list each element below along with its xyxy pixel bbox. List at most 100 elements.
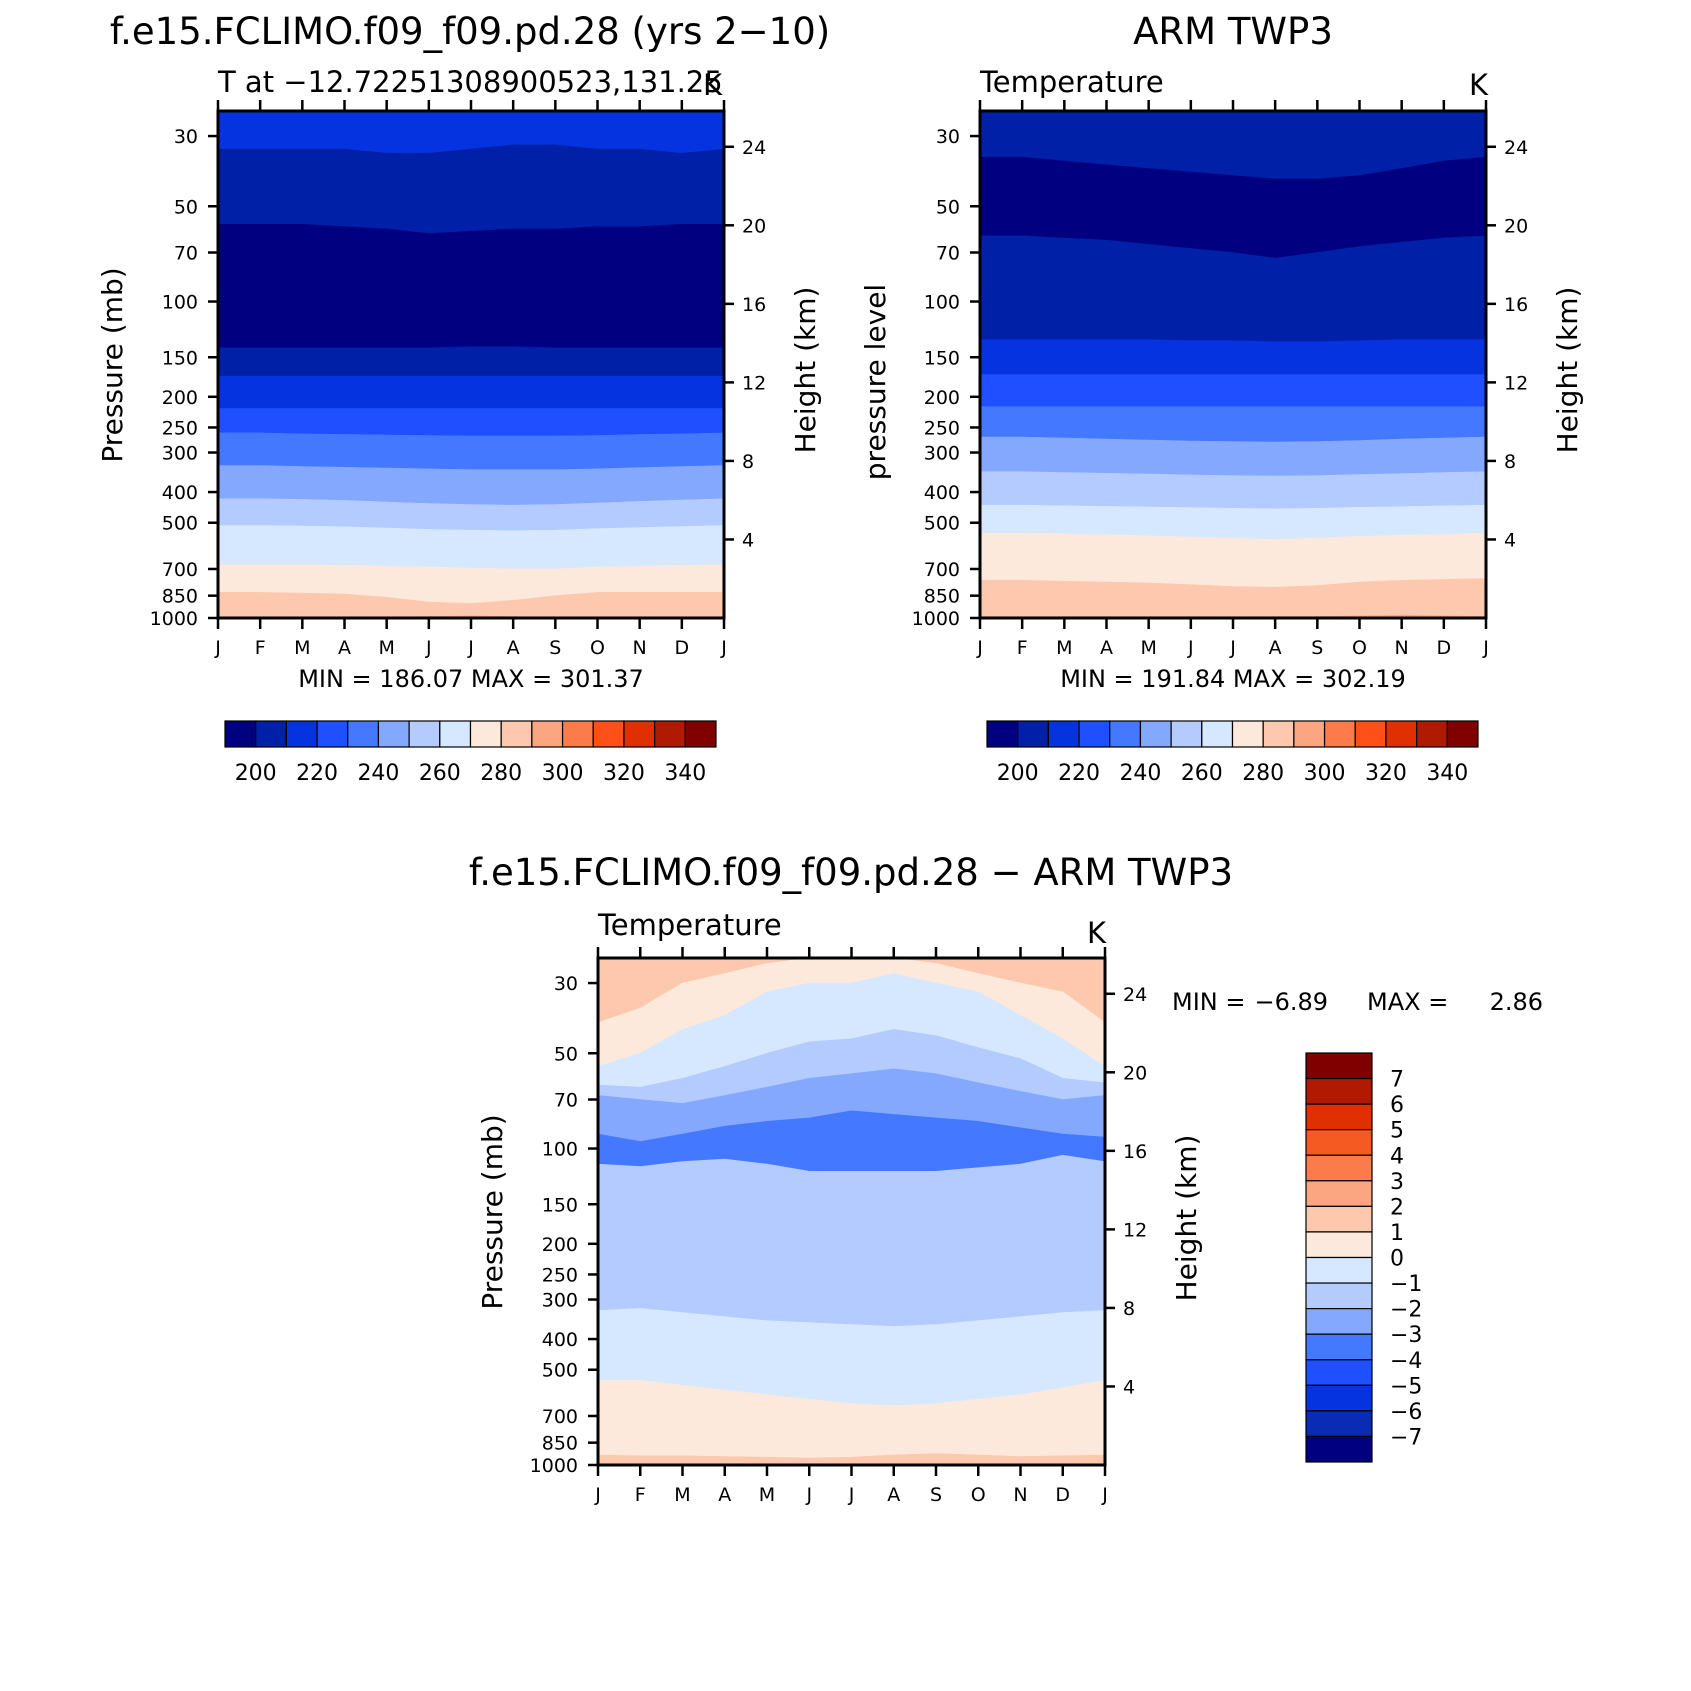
colorbar-swatch xyxy=(285,720,318,748)
y-tick-label: 50 xyxy=(936,196,960,218)
colorbar-swatch xyxy=(500,720,533,748)
height-tick-label: 4 xyxy=(1504,529,1516,551)
x-tick-label: A xyxy=(1100,637,1113,659)
diff-max-label: MAX = xyxy=(1367,988,1448,1016)
colorbar-swatch xyxy=(592,720,625,748)
colorbar-label: 200 xyxy=(997,761,1039,786)
x-tick-label: M xyxy=(1056,637,1072,659)
contour-band-1 xyxy=(217,144,725,234)
model-colorbar: 200 220 240 260 280 300 320 340 xyxy=(224,720,717,786)
panel-model: f.e15.FCLIMO.f09_f09.pd.28 (yrs 2−10) T … xyxy=(96,10,830,786)
height-tick-label: 24 xyxy=(742,137,766,159)
contour-band-6 xyxy=(217,432,725,470)
x-tick-label: A xyxy=(338,637,351,659)
contour-band-9 xyxy=(979,532,1487,588)
colorbar-label: 220 xyxy=(1058,761,1100,786)
colorbar-label: 340 xyxy=(664,761,706,786)
x-tick-label: A xyxy=(1269,637,1282,659)
x-tick-label: D xyxy=(1055,1484,1070,1506)
y-tick-label: 500 xyxy=(162,513,198,535)
colorbar-label: 6 xyxy=(1390,1093,1404,1118)
x-tick-label: J xyxy=(425,637,432,659)
y-tick-label: 700 xyxy=(542,1406,578,1428)
colorbar-swatch xyxy=(1305,1077,1373,1105)
obs-ylabel-right: Height (km) xyxy=(1551,287,1584,454)
x-tick-label: M xyxy=(294,637,310,659)
colorbar-swatch xyxy=(1305,1384,1373,1412)
colorbar-label: 260 xyxy=(419,761,461,786)
contour-band-7 xyxy=(979,471,1487,510)
height-tick-label: 8 xyxy=(742,451,754,473)
diff-ylabel-right: Height (km) xyxy=(1170,1135,1203,1302)
y-tick-label: 250 xyxy=(924,417,960,439)
colorbar-swatch xyxy=(561,720,594,748)
colorbar-swatch xyxy=(1047,720,1080,748)
y-tick-label: 50 xyxy=(554,1043,578,1065)
colorbar-swatch xyxy=(1078,720,1111,748)
contour-band-6 xyxy=(597,1154,1106,1327)
model-ylabel: Pressure (mb) xyxy=(96,267,129,462)
y-tick-label: 100 xyxy=(542,1139,578,1161)
model-ylabel-right: Height (km) xyxy=(789,287,822,454)
x-tick-label: S xyxy=(549,637,561,659)
y-tick-label: 50 xyxy=(174,196,198,218)
diff-subtitle-left: Temperature xyxy=(597,908,782,942)
colorbar-swatch xyxy=(1416,720,1448,748)
colorbar-swatch xyxy=(1305,1103,1373,1131)
colorbar-swatch xyxy=(986,720,1019,748)
y-tick-label: 200 xyxy=(542,1234,578,1256)
height-tick-label: 12 xyxy=(1123,1219,1147,1241)
colorbar-swatch xyxy=(347,720,380,748)
x-tick-label: J xyxy=(1482,637,1489,659)
model-minmax: MIN = 186.07 MAX = 301.37 xyxy=(298,665,644,693)
contour-band-9 xyxy=(217,525,725,570)
colorbar-label: 280 xyxy=(1242,761,1284,786)
y-tick-label: 500 xyxy=(542,1360,578,1382)
x-tick-label: O xyxy=(971,1484,986,1506)
x-tick-label: O xyxy=(1352,637,1367,659)
height-tick-label: 20 xyxy=(1123,1062,1147,1084)
x-tick-label: J xyxy=(805,1484,812,1506)
height-tick-label: 24 xyxy=(1123,984,1147,1006)
colorbar-swatch xyxy=(1323,720,1356,748)
height-tick-label: 4 xyxy=(742,529,754,551)
y-tick-label: 300 xyxy=(542,1290,578,1312)
panel-obs: ARM TWP3 Temperature K J F M A M J J A S O N D J 30 50… xyxy=(859,10,1584,786)
colorbar-label: 320 xyxy=(1365,761,1407,786)
y-tick-label: 30 xyxy=(936,126,960,148)
x-tick-label: J xyxy=(1187,637,1194,659)
y-tick-label: 1000 xyxy=(150,608,198,630)
colorbar-label: 220 xyxy=(296,761,338,786)
model-contour-plot: J F M A M J J A S O N D J 30 50 70 100 150 200 250 300 400 500… xyxy=(150,100,766,659)
colorbar-swatch xyxy=(469,720,502,748)
y-tick-label: 30 xyxy=(174,126,198,148)
colorbar-swatch xyxy=(1293,720,1326,748)
colorbar-swatch xyxy=(1446,720,1479,748)
colorbar-swatch xyxy=(1305,1308,1373,1335)
obs-ylabel: pressure level xyxy=(859,284,892,480)
colorbar-label: 1 xyxy=(1390,1221,1404,1246)
contour-band-4 xyxy=(217,375,725,409)
colorbar-swatch xyxy=(1305,1180,1373,1207)
y-tick-label: 200 xyxy=(162,387,198,409)
colorbar-swatch xyxy=(1305,1205,1373,1233)
y-tick-label: 700 xyxy=(924,559,960,581)
height-tick-label: 16 xyxy=(1504,294,1528,316)
colorbar-swatch xyxy=(1305,1282,1373,1310)
colorbar-swatch xyxy=(1109,720,1142,748)
x-tick-label: M xyxy=(759,1484,775,1506)
x-tick-label: M xyxy=(378,637,394,659)
x-tick-label: M xyxy=(1140,637,1156,659)
x-tick-label: A xyxy=(718,1484,731,1506)
diff-max-value: 2.86 xyxy=(1490,988,1543,1016)
model-title: f.e15.FCLIMO.f09_f09.pd.28 (yrs 2−10) xyxy=(110,10,830,53)
contour-band-4 xyxy=(979,374,1487,407)
x-tick-label: J xyxy=(214,637,221,659)
y-tick-label: 30 xyxy=(554,973,578,995)
y-tick-label: 70 xyxy=(936,243,960,265)
height-tick-label: 4 xyxy=(1123,1376,1135,1398)
y-tick-label: 70 xyxy=(174,243,198,265)
x-tick-label: N xyxy=(1395,637,1409,659)
colorbar-swatch xyxy=(1305,1333,1373,1361)
